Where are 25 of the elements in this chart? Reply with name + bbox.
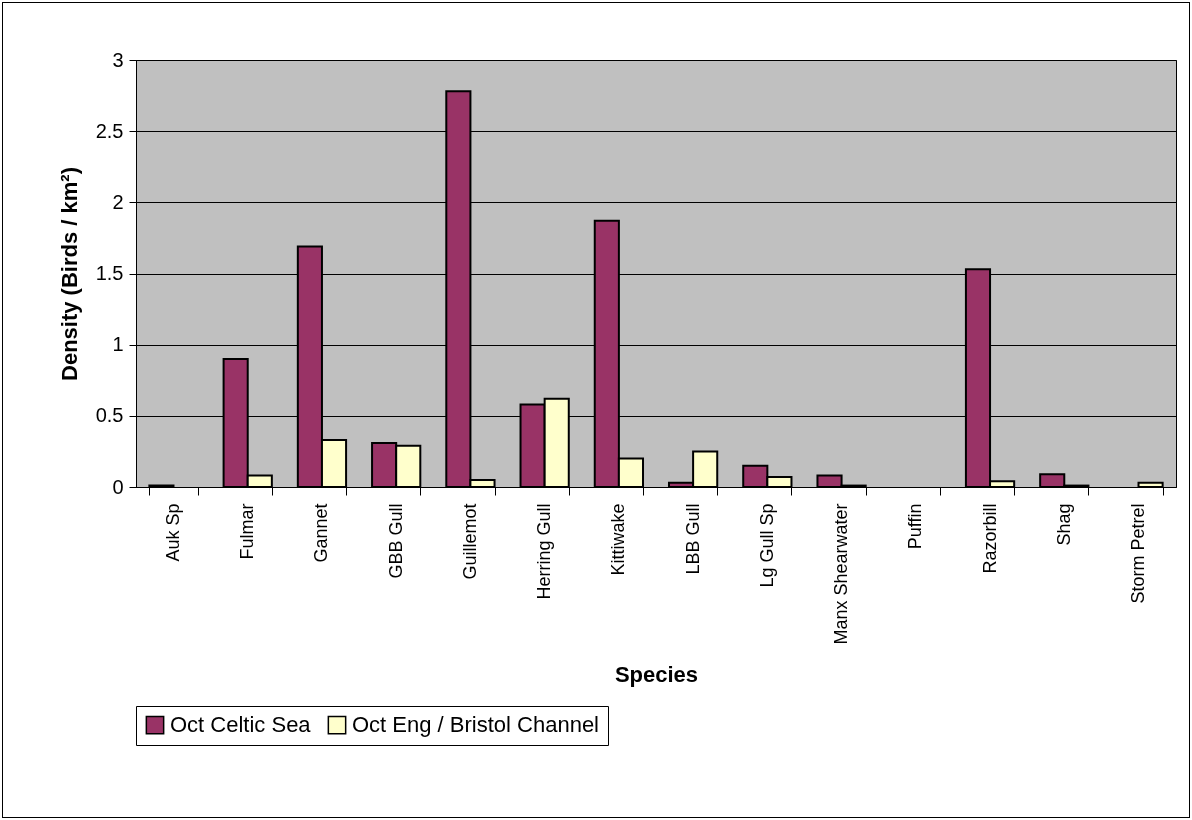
x-tick-label: Kittiwake — [608, 503, 629, 576]
x-tick-label: Lg Gull Sp — [756, 503, 777, 588]
y-tick-label: 1.5 — [95, 262, 124, 284]
x-tick-label: Shag — [1053, 503, 1074, 546]
x-tick-label: Gannet — [311, 503, 332, 563]
legend-label: Oct Eng / Bristol Channel — [352, 712, 600, 738]
y-axis-title: Density (Birds / km²) — [56, 167, 82, 381]
x-tick-label: Puffin — [905, 503, 926, 550]
x-tick-label: Razorbill — [979, 503, 1000, 574]
y-tick-label: 0 — [112, 475, 124, 498]
x-axis-title: Species — [614, 661, 699, 687]
x-tick-label: GBB Gull — [385, 503, 406, 579]
legend-label: Oct Celtic Sea — [170, 712, 312, 738]
x-tick-label: Fulmar — [237, 503, 258, 560]
x-tick-label: Guillemot — [459, 503, 480, 580]
y-tick-label: 0.5 — [95, 404, 124, 427]
x-tick-label: Manx Shearwater — [831, 503, 852, 645]
y-tick-label: 3 — [112, 48, 124, 71]
x-tick-label: Herring Gull — [534, 503, 555, 600]
y-tick-label: 2 — [112, 190, 124, 213]
x-tick-label: Auk Sp — [162, 503, 183, 562]
y-tick-label: 1 — [112, 333, 124, 356]
x-tick-label: Storm Petrel — [1128, 503, 1149, 604]
x-tick-label: LBB Gull — [682, 503, 703, 575]
y-tick-label: 2.5 — [95, 119, 124, 142]
